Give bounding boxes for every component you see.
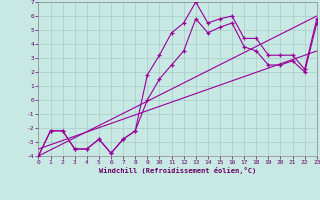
X-axis label: Windchill (Refroidissement éolien,°C): Windchill (Refroidissement éolien,°C) (99, 167, 256, 174)
